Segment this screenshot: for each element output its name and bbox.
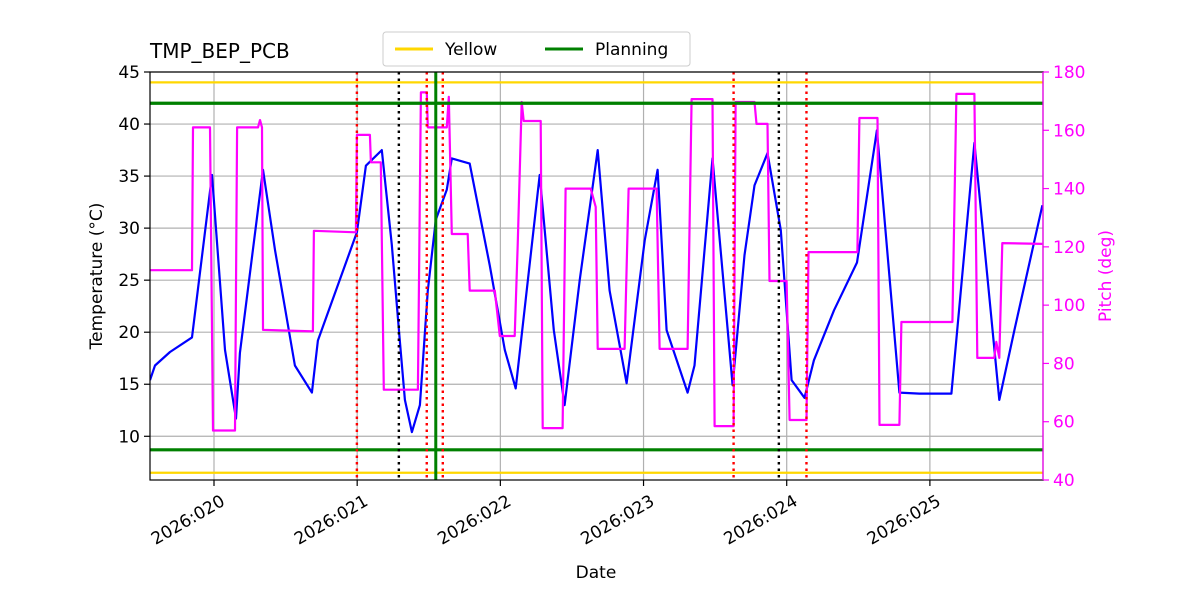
x-tick-label: 2026:024 xyxy=(721,491,802,549)
y2-tick-label: 120 xyxy=(1053,238,1085,258)
y2-tick-label: 100 xyxy=(1053,296,1085,316)
plot-area xyxy=(150,72,1043,480)
y-tick-label: 10 xyxy=(118,427,140,447)
y-tick-label: 40 xyxy=(118,115,140,135)
y-tick-label: 20 xyxy=(118,323,140,343)
x-tick-label: 2026:020 xyxy=(148,491,229,549)
y-tick-label: 25 xyxy=(118,271,140,291)
x-tick-label: 2026:021 xyxy=(291,491,372,549)
series-line xyxy=(150,129,1043,434)
x-tick-label: 2026:023 xyxy=(577,491,658,549)
legend-label: Yellow xyxy=(444,40,497,60)
y-axis-label: Temperature (°C) xyxy=(87,203,107,351)
series-line xyxy=(150,91,1043,432)
y2-tick-label: 160 xyxy=(1053,121,1085,141)
y2-axis-label: Pitch (deg) xyxy=(1096,230,1116,322)
legend-label: Planning xyxy=(595,40,668,60)
y2-tick-label: 40 xyxy=(1053,471,1075,491)
x-axis-label: Date xyxy=(576,563,617,583)
x-tick-label: 2026:022 xyxy=(434,491,515,549)
y-tick-label: 15 xyxy=(118,375,140,395)
y-tick-label: 30 xyxy=(118,219,140,239)
x-tick-label: 2026:025 xyxy=(864,491,945,549)
y-tick-label: 35 xyxy=(118,167,140,187)
y2-tick-label: 180 xyxy=(1053,63,1085,83)
legend-box xyxy=(382,31,691,67)
y2-tick-label: 60 xyxy=(1053,413,1075,433)
y2-tick-label: 80 xyxy=(1053,354,1075,374)
y2-tick-label: 140 xyxy=(1053,180,1085,200)
y-tick-label: 45 xyxy=(118,63,140,83)
chart-title: TMP_BEP_PCB xyxy=(149,39,290,63)
